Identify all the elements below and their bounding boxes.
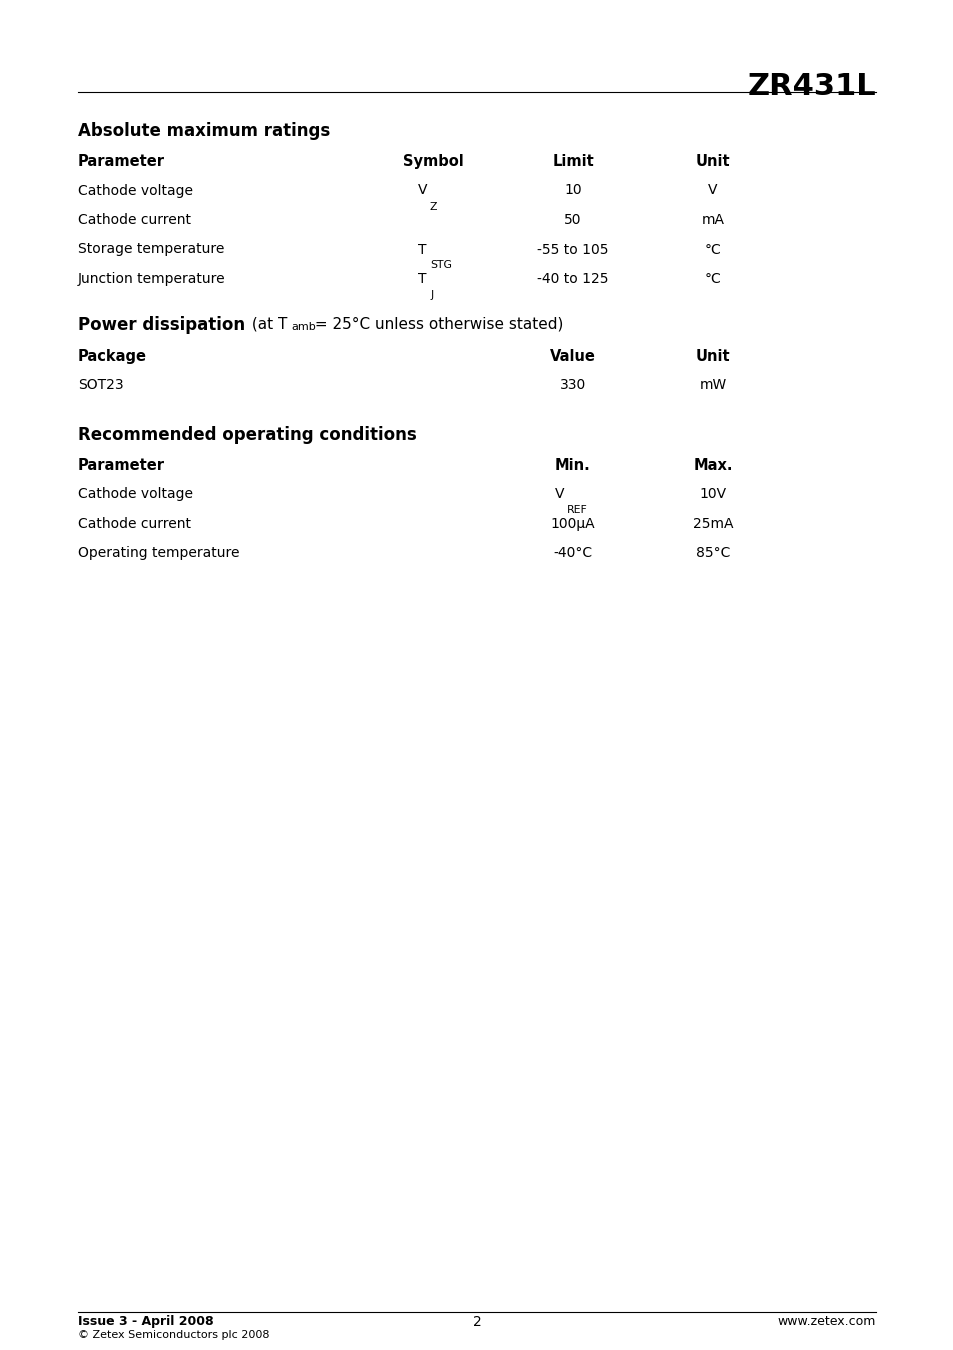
Text: -40°C: -40°C (553, 545, 592, 560)
Text: SOT23: SOT23 (78, 378, 124, 392)
Text: Unit: Unit (695, 154, 730, 169)
Text: Max.: Max. (693, 458, 732, 472)
Text: Power dissipation: Power dissipation (78, 316, 245, 335)
Text: Package: Package (78, 348, 147, 363)
Text: Issue 3 - April 2008: Issue 3 - April 2008 (78, 1315, 213, 1328)
Text: -40 to 125: -40 to 125 (537, 271, 608, 286)
Text: 25mA: 25mA (692, 517, 733, 531)
Text: 50: 50 (563, 213, 581, 227)
Text: Absolute maximum ratings: Absolute maximum ratings (78, 122, 330, 140)
Text: Cathode voltage: Cathode voltage (78, 487, 193, 501)
Text: Cathode voltage: Cathode voltage (78, 184, 193, 197)
Text: = 25°C unless otherwise stated): = 25°C unless otherwise stated) (310, 316, 563, 332)
Text: Recommended operating conditions: Recommended operating conditions (78, 425, 416, 444)
Text: Unit: Unit (695, 348, 730, 363)
Text: Cathode current: Cathode current (78, 213, 191, 227)
Text: 10V: 10V (699, 487, 726, 501)
Text: Parameter: Parameter (78, 458, 165, 472)
Text: °C: °C (704, 243, 720, 256)
Text: °C: °C (704, 271, 720, 286)
Text: V: V (707, 184, 717, 197)
Text: Min.: Min. (555, 458, 590, 472)
Text: Operating temperature: Operating temperature (78, 545, 239, 560)
Text: T: T (417, 271, 426, 286)
Text: V: V (555, 487, 564, 501)
Text: Value: Value (550, 348, 596, 363)
Text: mW: mW (699, 378, 726, 392)
Text: 2: 2 (472, 1315, 481, 1328)
Text: ZR431L: ZR431L (746, 72, 875, 101)
Text: Z: Z (430, 201, 437, 212)
Text: © Zetex Semiconductors plc 2008: © Zetex Semiconductors plc 2008 (78, 1330, 269, 1341)
Text: 10: 10 (563, 184, 581, 197)
Text: REF: REF (566, 505, 587, 514)
Text: amb: amb (292, 323, 316, 332)
Text: (at T: (at T (246, 316, 287, 332)
Text: T: T (417, 243, 426, 256)
Text: STG: STG (430, 261, 452, 270)
Text: -55 to 105: -55 to 105 (537, 243, 608, 256)
Text: Cathode current: Cathode current (78, 517, 191, 531)
Text: 330: 330 (559, 378, 585, 392)
Text: V: V (417, 184, 427, 197)
Text: mA: mA (700, 213, 723, 227)
Text: J: J (430, 290, 433, 300)
Text: Parameter: Parameter (78, 154, 165, 169)
Text: 100μA: 100μA (550, 517, 595, 531)
Text: www.zetex.com: www.zetex.com (777, 1315, 875, 1328)
Text: Storage temperature: Storage temperature (78, 243, 224, 256)
Text: Symbol: Symbol (402, 154, 463, 169)
Text: Junction temperature: Junction temperature (78, 271, 226, 286)
Text: Limit: Limit (552, 154, 594, 169)
Text: 85°C: 85°C (695, 545, 729, 560)
